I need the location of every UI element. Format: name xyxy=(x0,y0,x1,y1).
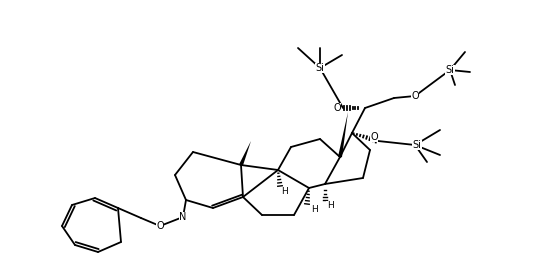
Text: H: H xyxy=(327,201,334,210)
Text: O: O xyxy=(411,91,419,101)
Text: H: H xyxy=(311,206,317,215)
Text: Si: Si xyxy=(413,140,422,150)
Text: H: H xyxy=(281,187,288,196)
Text: O: O xyxy=(370,132,378,142)
Polygon shape xyxy=(338,112,348,157)
Text: Si: Si xyxy=(445,65,454,75)
Text: O: O xyxy=(156,221,164,231)
Text: Si: Si xyxy=(316,63,325,73)
Text: N: N xyxy=(179,212,187,222)
Polygon shape xyxy=(239,141,251,166)
Text: O: O xyxy=(333,103,341,113)
